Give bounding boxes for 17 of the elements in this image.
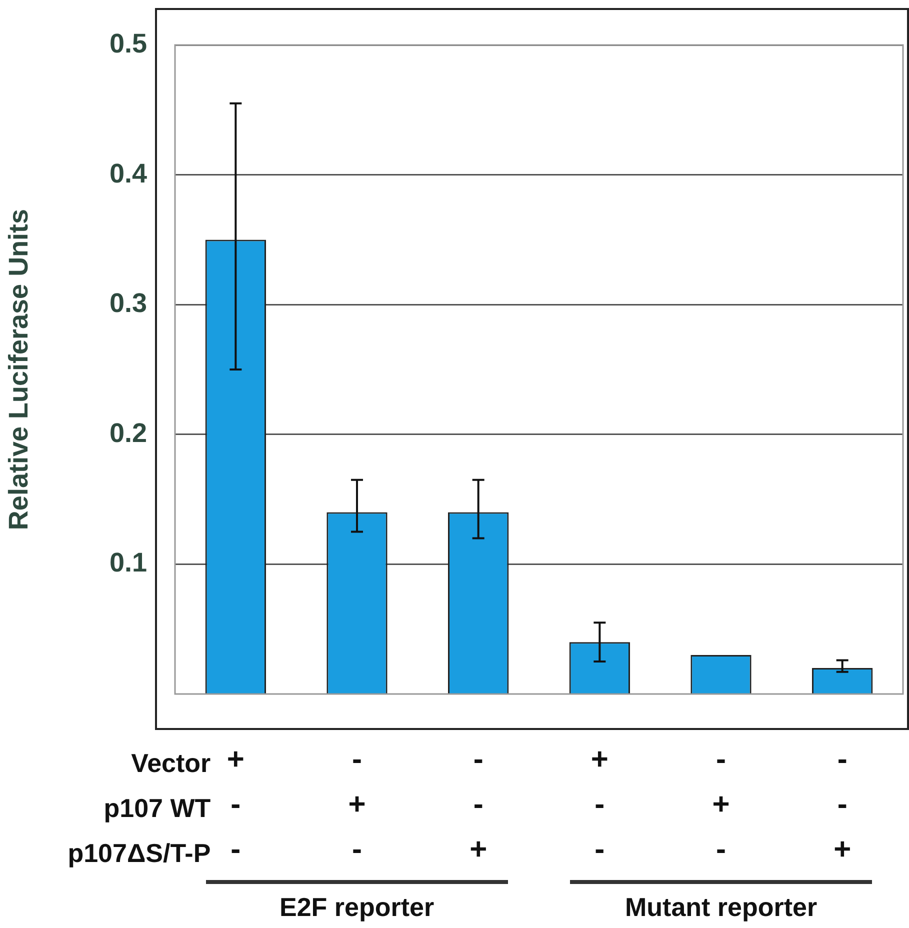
x-tick-label: - + - xyxy=(348,742,366,866)
y-tick-label: 0.5 xyxy=(109,28,147,58)
x-tick-label: - - + xyxy=(470,742,488,866)
y-tick-label: 0.3 xyxy=(109,288,147,318)
text: Vector xyxy=(131,748,211,779)
text: p107ΔS/T-P xyxy=(68,838,211,869)
x-tick-label: - - + xyxy=(834,742,852,866)
text: Mutant reporter xyxy=(625,892,818,923)
y-tick-label: 0.2 xyxy=(109,418,147,448)
x-tick-label: + - - xyxy=(590,742,608,866)
y-axis-title: Relative Luciferase Units xyxy=(4,208,34,530)
x-tick-label: - + - xyxy=(712,742,730,866)
y-tick-label: 0.1 xyxy=(109,548,147,578)
text: p107 WT xyxy=(104,793,211,824)
x-tick-label: + - - xyxy=(226,742,244,866)
y-tick-label: 0.4 xyxy=(109,158,147,188)
text: E2F reporter xyxy=(280,892,434,923)
